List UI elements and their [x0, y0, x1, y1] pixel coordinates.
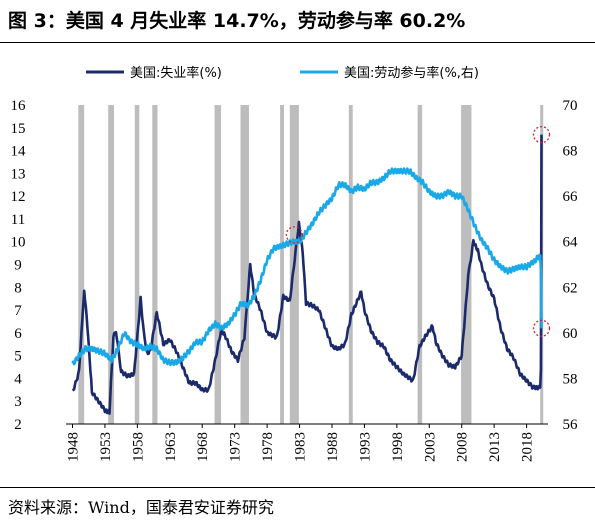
y-left-tick-label: 2: [14, 417, 22, 433]
y-left-tick-label: 7: [14, 303, 22, 319]
source-divider: [0, 487, 595, 488]
recession-band-4: [214, 105, 222, 424]
y-left-tick-label: 11: [11, 212, 25, 228]
x-tick-label: 1978: [260, 432, 276, 462]
x-tick-label: 1973: [228, 432, 244, 462]
x-tick-label: 1958: [130, 432, 146, 462]
y-right-tick-label: 68: [563, 144, 578, 160]
legend-label-1: 美国:劳动参与率(%,右): [344, 65, 479, 81]
x-tick-label: 1953: [98, 432, 114, 462]
series-layer: [71, 134, 543, 415]
y-right-tick-label: 70: [563, 98, 578, 114]
y-left-tick-label: 10: [11, 235, 26, 251]
y-left-tick-label: 16: [11, 98, 27, 114]
axes-layer: 2345678910111213141516565860626466687019…: [11, 98, 579, 462]
x-tick-label: 1963: [163, 432, 179, 462]
y-right-tick-label: 66: [563, 189, 579, 205]
legend: 美国:失业率(%) 美国:劳动参与率(%,右): [86, 65, 479, 81]
title-divider: [0, 42, 595, 43]
legend-label-0: 美国:失业率(%): [130, 65, 222, 81]
x-tick-label: 1998: [390, 432, 406, 462]
recession-band-0: [78, 105, 85, 424]
highlight-marker-2: [532, 319, 551, 337]
source-note: 资料来源：Wind，国泰君安证券研究: [8, 498, 274, 517]
recession-band-2: [134, 105, 140, 424]
x-tick-label: 1948: [65, 432, 81, 462]
x-tick-label: 2018: [520, 432, 536, 462]
series-line-participation: [71, 167, 543, 367]
x-tick-label: 2008: [455, 432, 471, 462]
y-right-tick-label: 56: [563, 417, 579, 433]
y-left-tick-label: 13: [11, 166, 26, 182]
y-left-tick-label: 8: [14, 280, 22, 296]
recession-band-9: [417, 105, 423, 424]
y-right-tick-label: 60: [563, 326, 578, 342]
y-left-tick-label: 5: [14, 349, 22, 365]
x-tick-label: 2013: [487, 432, 503, 462]
recession-band-6: [280, 105, 284, 424]
x-tick-label: 1968: [195, 432, 211, 462]
x-tick-label: 1988: [325, 432, 341, 462]
y-left-tick-label: 3: [14, 394, 22, 410]
chart-canvas: 2345678910111213141516565860626466687019…: [11, 65, 579, 462]
y-left-tick-label: 15: [11, 121, 26, 137]
recession-band-1: [108, 105, 115, 424]
y-left-tick-label: 4: [14, 371, 22, 387]
y-left-tick-label: 14: [11, 144, 27, 160]
recession-band-3: [152, 105, 158, 424]
recession-band-10: [461, 105, 472, 424]
y-left-tick-label: 9: [14, 258, 22, 274]
y-right-tick-label: 62: [563, 280, 578, 296]
recession-band-8: [348, 105, 353, 424]
y-left-tick-label: 12: [11, 189, 26, 205]
highlight-marker-0: [285, 226, 303, 244]
x-tick-label: 1993: [357, 432, 373, 462]
y-left-tick-label: 6: [14, 326, 22, 342]
chart-title: 图 3：美国 4 月失业率 14.7%，劳动参与率 60.2%: [8, 10, 466, 32]
recession-band-5: [240, 105, 249, 424]
highlight-marker-layer: [285, 125, 551, 337]
highlight-marker-1: [532, 125, 551, 144]
y-right-tick-label: 64: [563, 235, 579, 251]
x-tick-label: 1983: [293, 432, 309, 462]
x-tick-label: 2003: [422, 432, 438, 462]
y-right-tick-label: 58: [563, 371, 578, 387]
recession-shading-layer: [78, 105, 544, 424]
